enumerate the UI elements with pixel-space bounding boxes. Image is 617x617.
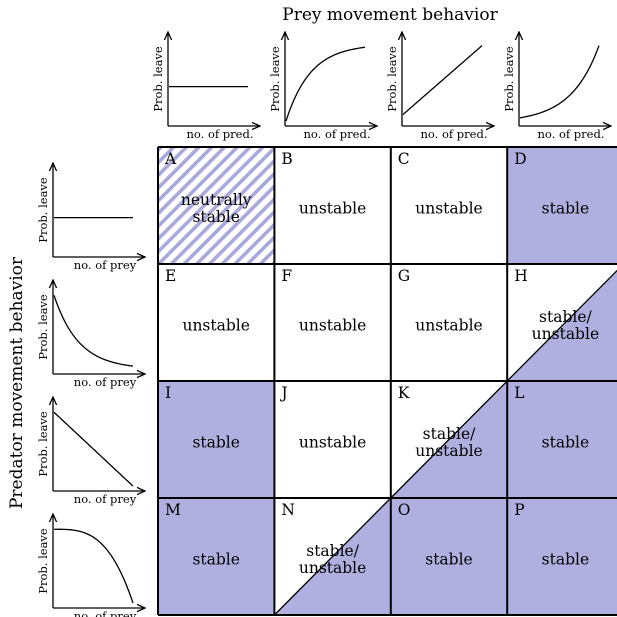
prey-behavior-y-label: Prob. leave [502,46,516,112]
prey-behavior-plots: no. of pred. Prob. leave no. of pred. Prob.… [151,32,611,141]
prey-behavior-x-label: no. of pred. [304,127,371,141]
prey-behavior-curve [402,45,483,116]
cell-fill [507,498,617,615]
cell-diagonal [390,380,508,499]
cell-label: unstable [415,442,482,460]
cell-letter: N [281,501,295,519]
predator-behavior-curve [53,295,134,367]
cell-letter: G [398,267,410,285]
prey-behavior-plot-3: no. of pred. Prob. leave [385,32,494,141]
cell-label: unstable [415,200,482,218]
predator-behavior-curve [53,411,134,487]
cell-label: stable/ [539,308,592,326]
cell-fill [507,381,617,498]
cell-label: unstable [415,317,482,335]
cell-letter: C [398,150,410,168]
cell-letter: B [281,150,292,168]
predator-behavior-plot-4: no. of prey Prob. leave [36,514,145,617]
cell-label: unstable [299,559,366,577]
cell-label: stable/ [306,542,359,560]
predator-behavior-plot-3: no. of prey Prob. leave [36,397,145,506]
cell-label: stable [542,200,589,218]
cell-letter: I [165,384,171,402]
cell-letter: F [281,267,292,285]
prey-behavior-y-label: Prob. leave [151,46,165,112]
cell-fill [158,381,275,498]
cell-label: unstable [299,317,366,335]
cell-label: stable [192,208,239,226]
cell-fill [507,147,617,264]
predator-behavior-x-label: no. of prey [74,609,137,617]
prey-behavior-x-label: no. of pred. [538,127,605,141]
prey-behavior-plot-1: no. of pred. Prob. leave [151,32,260,141]
predator-behavior-y-label: Prob. leave [36,294,50,360]
cell-letter: K [398,384,410,402]
predator-behavior-x-label: no. of prey [74,492,137,506]
predator-behavior-x-label: no. of prey [74,258,137,272]
cell-diagonal [273,497,392,616]
predator-behavior-plots: no. of prey Prob. leave no. of prey Prob. l… [36,163,145,617]
cell-label: stable/ [423,425,476,443]
cell-label: neutrally [181,191,252,209]
cell-label: unstable [182,317,249,335]
cell-letter: H [514,267,528,285]
cell-label: unstable [299,434,366,452]
predator-behavior-y-label: Prob. leave [36,177,50,243]
prey-behavior-curve [285,46,366,122]
prey-behavior-curve [519,45,600,119]
predator-behavior-plot-2: no. of prey Prob. leave [36,280,145,389]
prey-behavior-plot-2: no. of pred. Prob. leave [268,32,377,141]
predator-behavior-y-label: Prob. leave [36,411,50,477]
cell-fill [158,498,275,615]
cell-label: stable [425,551,472,569]
predator-behavior-plot-1: no. of prey Prob. leave [36,163,145,272]
cell-letter: D [514,150,526,168]
cell-letter: A [164,150,177,168]
prey-behavior-y-label: Prob. leave [385,46,399,112]
cell-label: stable [192,434,239,452]
prey-behavior-y-label: Prob. leave [268,46,282,112]
cell-diagonal [506,269,617,382]
predator-behavior-x-label: no. of prey [74,375,137,389]
cell-letter: L [514,384,524,402]
predator-behavior-curve [54,528,134,604]
cell-letter: E [165,267,176,285]
cell-letter: M [165,501,181,519]
cell-hatch [158,147,275,264]
prey-behavior-x-label: no. of pred. [421,127,488,141]
predator-behavior-y-label: Prob. leave [36,528,50,594]
cell-label: unstable [532,325,599,343]
cell-fill [390,498,508,615]
cell-label: stable [192,551,239,569]
prey-behavior-title: Prey movement behavior [282,5,498,25]
cell-label: unstable [299,200,366,218]
prey-behavior-x-label: no. of pred. [187,127,254,141]
cell-letter: J [279,384,287,402]
cell-label: stable [542,434,589,452]
prey-behavior-plot-4: no. of pred. Prob. leave [502,32,611,141]
stability-grid: AneutrallystableBunstableCunstableDstabl… [157,146,617,616]
predator-behavior-title: Predator movement behavior [7,256,27,509]
cell-label: stable [542,551,589,569]
cell-letter: P [514,501,524,519]
cell-letter: O [398,501,411,519]
